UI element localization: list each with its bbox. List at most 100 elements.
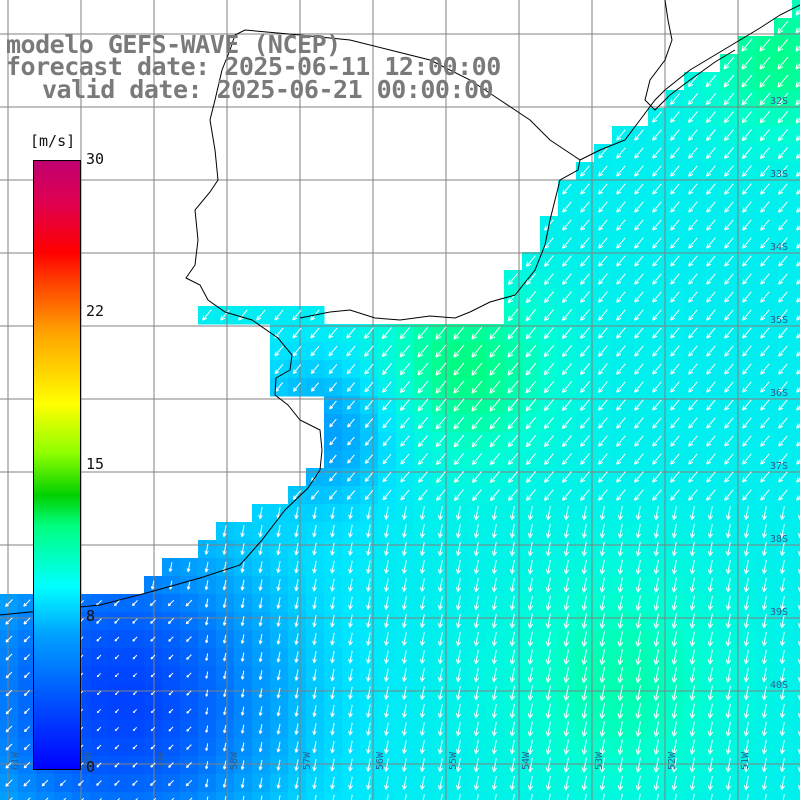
wind-arrow bbox=[635, 775, 642, 791]
wind-cell bbox=[342, 792, 361, 800]
wind-arrow bbox=[707, 757, 714, 773]
wind-arrow bbox=[777, 110, 789, 124]
wind-arrow bbox=[240, 742, 245, 752]
wind-arrow bbox=[276, 561, 281, 574]
wind-arrow bbox=[114, 636, 120, 642]
wind-arrow bbox=[294, 542, 299, 556]
wind-arrow bbox=[580, 291, 590, 303]
wind-arrow bbox=[638, 793, 641, 800]
wind-arrow bbox=[580, 363, 590, 375]
wind-arrow bbox=[561, 363, 572, 376]
wind-arrow bbox=[348, 614, 353, 628]
wind-arrow bbox=[132, 691, 137, 696]
wind-arrow bbox=[795, 27, 800, 34]
wind-arrow bbox=[328, 382, 337, 392]
wind-arrow bbox=[760, 345, 770, 357]
wind-arrow bbox=[760, 435, 770, 447]
wind-arrow bbox=[256, 309, 266, 321]
wind-arrow bbox=[348, 596, 353, 610]
wind-arrow bbox=[435, 362, 447, 376]
wind-arrow bbox=[545, 595, 552, 611]
wind-arrow bbox=[5, 689, 13, 697]
lon-label: 53W bbox=[594, 751, 605, 770]
wind-arrow bbox=[274, 345, 284, 357]
wind-arrow bbox=[616, 363, 626, 375]
wind-arrow bbox=[726, 506, 731, 521]
wind-arrow bbox=[509, 703, 516, 719]
wind-arrow bbox=[689, 524, 696, 539]
wind-arrow bbox=[348, 722, 353, 736]
wind-arrow bbox=[652, 363, 662, 375]
wind-arrow bbox=[205, 671, 209, 679]
wind-arrow bbox=[346, 327, 356, 339]
wind-arrow bbox=[402, 632, 407, 646]
wind-arrow bbox=[652, 327, 662, 339]
wind-arrow bbox=[509, 631, 516, 647]
wind-arrow bbox=[779, 686, 786, 701]
wind-arrow bbox=[706, 327, 716, 339]
wind-arrow bbox=[635, 631, 642, 647]
wind-arrow bbox=[274, 363, 284, 375]
wind-arrow bbox=[652, 399, 662, 411]
wind-arrow bbox=[725, 703, 732, 719]
wind-arrow bbox=[168, 672, 174, 678]
wind-arrow bbox=[545, 524, 552, 539]
wind-arrow bbox=[455, 506, 462, 521]
lon-label: 56W bbox=[375, 751, 386, 770]
wind-arrow bbox=[384, 506, 389, 520]
wind-arrow bbox=[795, 117, 800, 124]
wind-arrow bbox=[453, 326, 465, 340]
wind-cell bbox=[792, 324, 800, 343]
wind-arrow bbox=[240, 724, 245, 734]
wind-arrow bbox=[525, 344, 537, 358]
wind-arrow bbox=[762, 506, 767, 521]
wind-arrow bbox=[328, 363, 338, 375]
wind-arrow bbox=[634, 237, 644, 249]
wind-arrow bbox=[598, 399, 608, 411]
wind-arrow bbox=[760, 309, 770, 321]
wind-arrow bbox=[114, 744, 120, 750]
wind-arrow bbox=[240, 688, 245, 698]
wind-arrow bbox=[491, 649, 498, 665]
wind-arrow bbox=[598, 471, 608, 483]
wind-arrow bbox=[670, 399, 680, 411]
wind-arrow bbox=[635, 577, 642, 593]
wind-arrow bbox=[150, 726, 156, 732]
wind-arrow bbox=[563, 685, 570, 701]
wind-arrow bbox=[617, 631, 624, 647]
latitude-labels: 32S 33S 34S 35S 36S 37S 38S 39S 40S bbox=[770, 96, 788, 691]
wind-arrow bbox=[742, 381, 752, 393]
wind-arrow bbox=[204, 561, 209, 573]
wind-arrow bbox=[312, 651, 317, 664]
wind-arrow bbox=[562, 183, 572, 195]
wind-arrow bbox=[599, 775, 606, 791]
wind-arrow bbox=[330, 524, 335, 538]
wind-arrow bbox=[310, 364, 320, 375]
wind-arrow bbox=[258, 543, 263, 556]
wind-arrow bbox=[635, 739, 642, 755]
wind-arrow bbox=[795, 9, 800, 16]
wind-arrow bbox=[417, 380, 429, 394]
wind-arrow bbox=[653, 703, 660, 719]
wind-arrow bbox=[474, 542, 480, 557]
wind-arrow bbox=[294, 560, 299, 574]
wind-arrow bbox=[276, 723, 281, 735]
wind-arrow bbox=[150, 708, 156, 714]
wind-arrow bbox=[741, 92, 753, 106]
wind-arrow bbox=[507, 453, 519, 466]
wind-arrow bbox=[562, 489, 572, 501]
wind-arrow bbox=[581, 559, 588, 575]
wind-arrow bbox=[742, 147, 752, 159]
wind-arrow bbox=[672, 506, 678, 521]
wind-arrow bbox=[759, 147, 770, 159]
wind-arrow bbox=[114, 672, 120, 678]
wind-arrow bbox=[223, 742, 227, 752]
wind-arrow bbox=[707, 613, 714, 629]
wind-arrow bbox=[725, 649, 732, 665]
wind-arrow bbox=[205, 761, 209, 770]
wind-arrow bbox=[778, 489, 788, 501]
wind-arrow bbox=[258, 688, 263, 698]
wind-arrow bbox=[796, 189, 800, 195]
wind-arrow bbox=[545, 613, 552, 629]
wind-arrow bbox=[743, 703, 750, 719]
